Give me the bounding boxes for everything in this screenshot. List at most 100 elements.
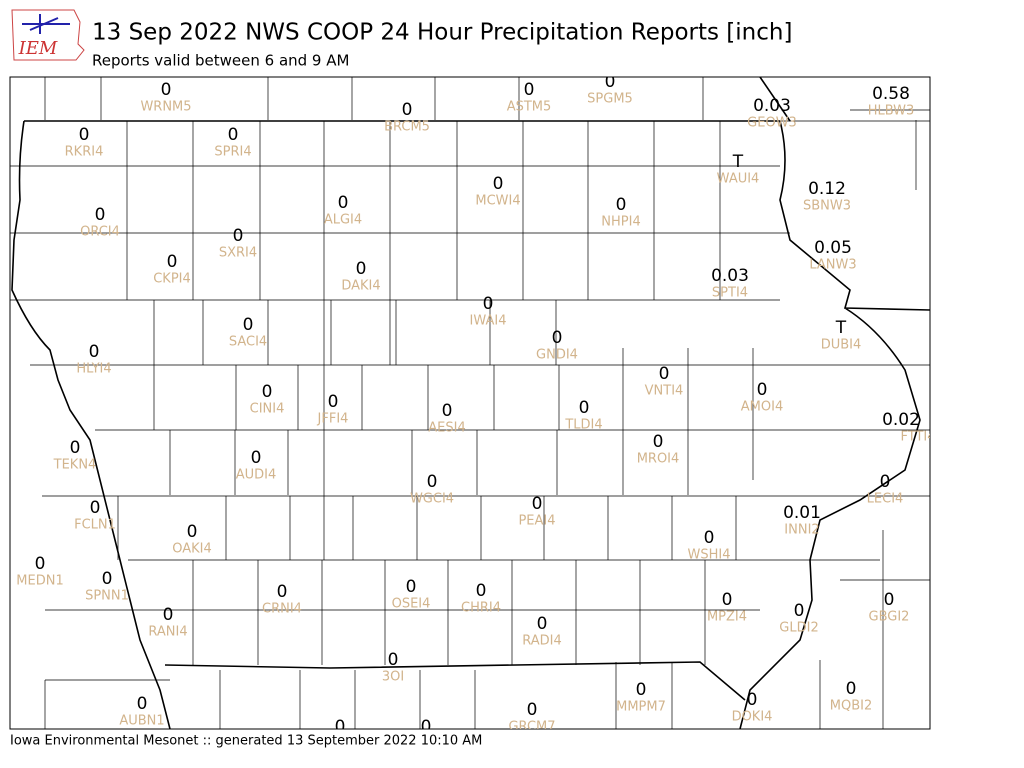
station-value: 0 [233, 226, 244, 246]
station-id: GNDI4 [536, 348, 578, 363]
station-id: SXRI4 [219, 246, 257, 261]
subtitle: Reports valid between 6 and 9 AM [92, 52, 349, 70]
station-value: 0 [880, 472, 891, 492]
station-id: AUDI4 [236, 468, 277, 483]
station-id: SPRI4 [214, 145, 251, 160]
station-value: 0.03 [753, 96, 791, 116]
station-value: 0 [476, 581, 487, 601]
station-id: CHRI4 [461, 601, 501, 616]
station-id: WSHI4 [688, 548, 731, 563]
station-id: SPGM5 [587, 92, 633, 107]
station-value: 0 [335, 717, 346, 737]
station-value: 0 [95, 205, 106, 225]
station-id: DOKI4 [732, 710, 773, 725]
map-frame [9, 76, 931, 730]
logo-text: IEM [18, 38, 58, 59]
station-value: 0 [163, 605, 174, 625]
station-value: 0 [537, 614, 548, 634]
station-id: DUBI4 [821, 338, 862, 353]
station-id: WAUI4 [717, 172, 760, 187]
station-value: 0 [137, 694, 148, 714]
station-id: RANI4 [148, 625, 187, 640]
station-id: AUBN1 [119, 714, 164, 729]
station-id: INNI2 [784, 523, 819, 538]
station-id: IWAI4 [470, 314, 507, 329]
station-value: 0 [579, 398, 590, 418]
station-id: RADI4 [522, 634, 562, 649]
station-id: HLBW3 [868, 104, 915, 119]
station-value: 0 [605, 72, 616, 92]
station-value: 0 [406, 577, 417, 597]
station-value: 0 [532, 494, 543, 514]
station-value: 0 [653, 432, 664, 452]
station-value: 0 [659, 364, 670, 384]
station-id: 3OI [382, 670, 404, 685]
station-value: 0 [794, 601, 805, 621]
station-id: CINI4 [250, 402, 285, 417]
station-id: GBGI2 [869, 610, 910, 625]
station-id: HLYI4 [76, 362, 111, 377]
station-id: SACI4 [229, 335, 267, 350]
station-value: 0 [442, 401, 453, 421]
station-id: PEAI4 [518, 514, 555, 529]
station-id: ORCI4 [80, 225, 120, 240]
station-value: 0.03 [711, 266, 749, 286]
title: 13 Sep 2022 NWS COOP 24 Hour Precipitati… [92, 20, 792, 46]
station-value: 0.58 [872, 84, 910, 104]
station-value: 0.12 [808, 179, 846, 199]
station-value: 0.01 [783, 503, 821, 523]
station-id: OSEI4 [392, 597, 431, 612]
station-value: 0 [102, 569, 113, 589]
station-id: OAKI4 [172, 542, 212, 557]
station-value: 0 [228, 125, 239, 145]
station-id: SPTI4 [712, 286, 748, 301]
station-value: 0 [493, 174, 504, 194]
station-id: MEDN1 [16, 574, 63, 589]
station-id: MQBI2 [830, 699, 872, 714]
station-value: 0 [704, 528, 715, 548]
station-value: 0 [167, 252, 178, 272]
station-value: 0.02 [882, 410, 920, 430]
station-id: LECI4 [867, 492, 904, 507]
station-id: TLDI4 [564, 418, 602, 433]
station-value: 0 [421, 717, 432, 737]
station-value: 0.05 [814, 238, 852, 258]
station-value: 0 [527, 700, 538, 720]
station-id: CKPI4 [153, 272, 191, 287]
station-id: VNTI4 [645, 384, 684, 399]
station-id: RKRI4 [65, 145, 104, 160]
station-id: WRNM5 [140, 100, 191, 115]
station-id: NHPI4 [601, 215, 640, 230]
station-value: 0 [846, 679, 857, 699]
station-value: 0 [388, 650, 399, 670]
station-value: 0 [161, 80, 172, 100]
station-id: MPZI4 [707, 610, 747, 625]
station-id: CRNI4 [262, 602, 302, 617]
station-id: WGCI4 [410, 492, 454, 507]
station-value: 0 [35, 554, 46, 574]
station-value: 0 [277, 582, 288, 602]
station-value: T [835, 318, 847, 338]
station-value: 0 [524, 80, 535, 100]
station-id: ALGI4 [324, 213, 362, 228]
station-value: 0 [251, 448, 262, 468]
station-value: 0 [89, 342, 100, 362]
station-id: AESI4 [428, 421, 465, 436]
station-value: 0 [243, 315, 254, 335]
station-value: 0 [722, 590, 733, 610]
station-value: 0 [616, 195, 627, 215]
map-lines [10, 77, 930, 729]
logo: IEM [11, 9, 85, 61]
station-id: GEOW3 [747, 116, 797, 131]
station-value: 0 [79, 125, 90, 145]
station-id: LANW3 [809, 258, 856, 273]
station-value: 0 [187, 522, 198, 542]
footer: Iowa Environmental Mesonet :: generated … [10, 734, 482, 749]
station-id: MROI4 [637, 452, 680, 467]
station-value: 0 [747, 690, 758, 710]
station-value: 0 [70, 438, 81, 458]
station-id: TEKN4 [53, 458, 97, 473]
station-value: 0 [338, 193, 349, 213]
